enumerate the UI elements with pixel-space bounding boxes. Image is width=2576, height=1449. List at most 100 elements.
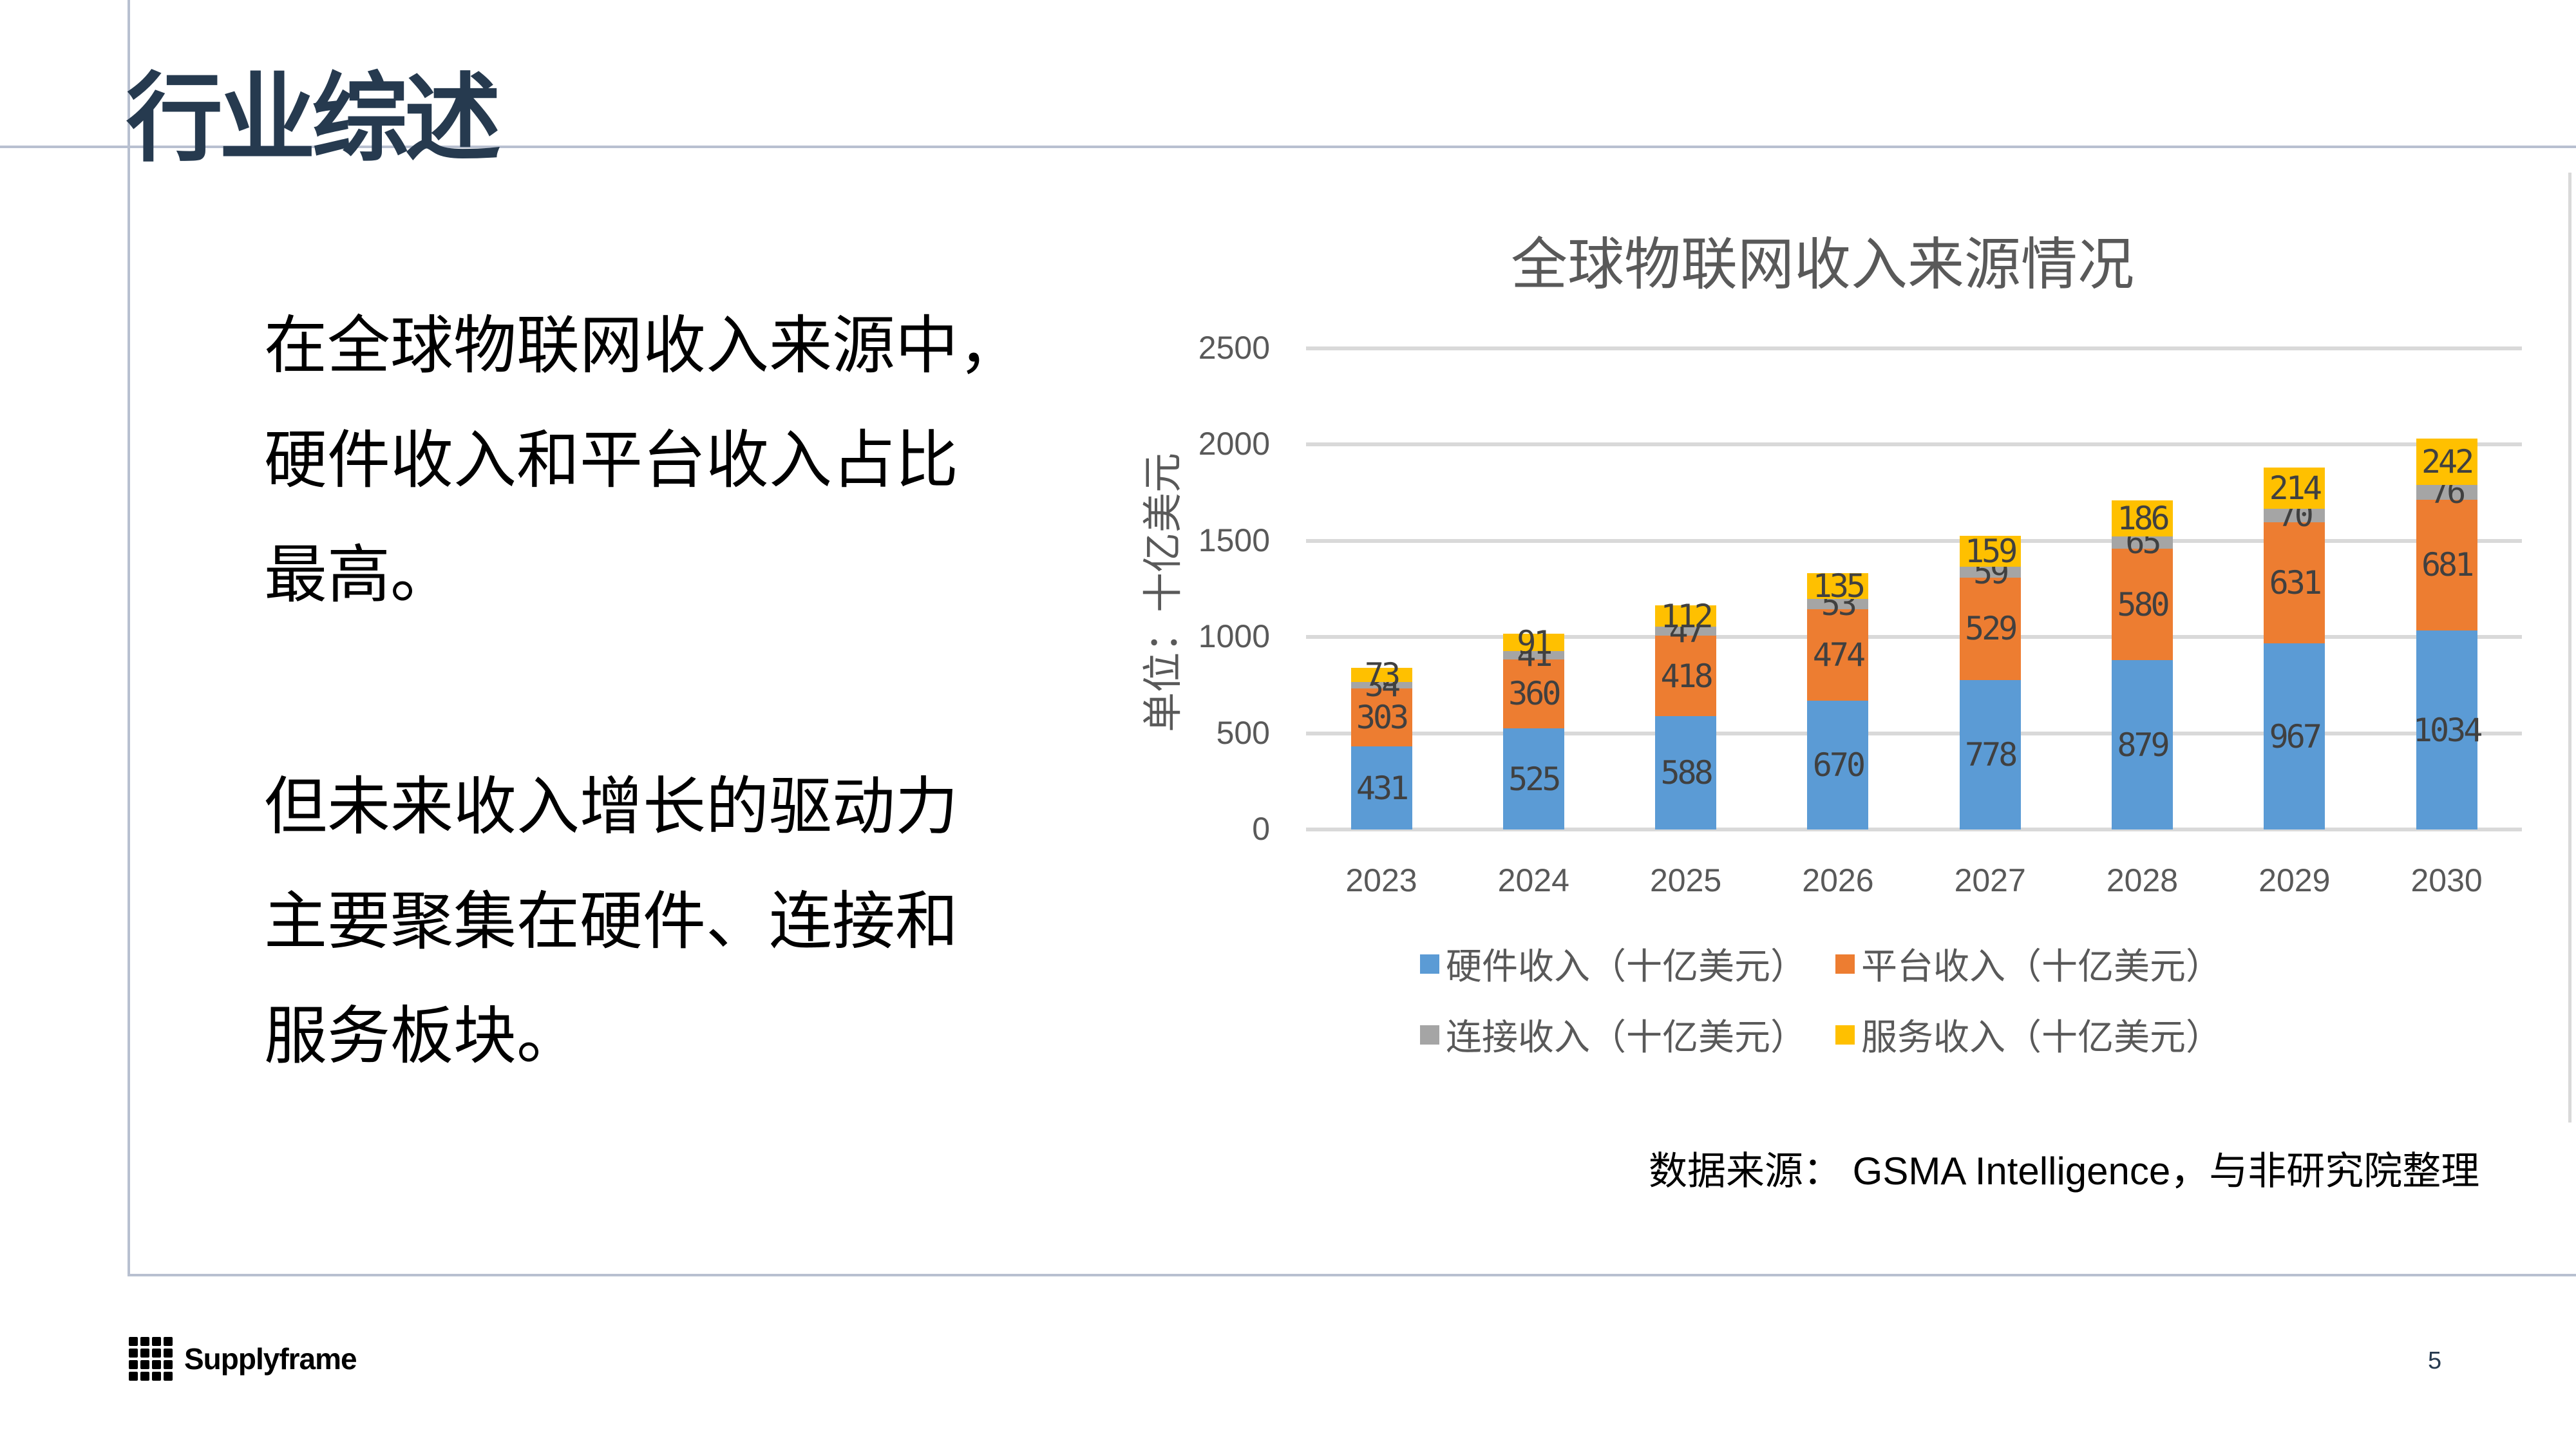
bar-segment: 529 xyxy=(1959,578,2021,680)
bar-segment: 879 xyxy=(2112,660,2173,829)
data-label: 474 xyxy=(1812,636,1866,674)
data-label: 431 xyxy=(1356,769,1409,807)
bar-segment: 681 xyxy=(2416,499,2477,631)
data-label: 159 xyxy=(1965,533,2018,571)
x-tick-label: 2024 xyxy=(1497,862,1569,898)
bar-segment: 778 xyxy=(1959,679,2021,829)
data-label: 418 xyxy=(1660,657,1713,695)
y-tick-label: 0 xyxy=(1252,811,1270,847)
bar-segment: 474 xyxy=(1807,609,1869,701)
page-title: 行业综述 xyxy=(126,63,501,175)
legend-item: 服务收入（十亿美元） xyxy=(1835,1009,2222,1061)
body-line: 在全球物联网收入来源中， xyxy=(264,309,1022,383)
bar-segment: 670 xyxy=(1807,700,1869,829)
data-label: 73 xyxy=(1364,656,1401,694)
bar-segment: 360 xyxy=(1502,659,1564,729)
data-label: 588 xyxy=(1660,754,1713,792)
data-label: 112 xyxy=(1660,597,1713,635)
data-label: 681 xyxy=(2421,546,2474,584)
supplyframe-grid-logo-icon xyxy=(126,1334,175,1383)
data-label: 879 xyxy=(2117,726,2170,764)
data-label: 186 xyxy=(2117,499,2170,537)
title-underline xyxy=(0,146,2576,148)
body-line: 主要聚集在硬件、连接和 xyxy=(264,885,959,958)
body-line: 但未来收入增长的驱动力 xyxy=(264,770,959,844)
bar-segment: 418 xyxy=(1655,636,1717,717)
data-label: 580 xyxy=(2117,585,2170,623)
bar-segment: 112 xyxy=(1655,598,1717,635)
data-label: 631 xyxy=(2269,564,2322,601)
supplyframe-logo: Supplyframe xyxy=(126,1334,357,1383)
data-label: 778 xyxy=(1965,735,2018,773)
legend-swatch-icon xyxy=(1835,954,1855,974)
legend-swatch-icon xyxy=(1420,954,1439,974)
chart-title: 全球物联网收入来源情况 xyxy=(1510,231,2134,298)
x-tick-label: 2030 xyxy=(2410,862,2483,898)
legend-item: 平台收入（十亿美元） xyxy=(1835,938,2222,990)
data-label: 360 xyxy=(1508,675,1561,713)
x-tick-label: 2028 xyxy=(2106,862,2179,898)
bar-segment: 214 xyxy=(2264,467,2325,509)
y-tick-label: 2000 xyxy=(1198,426,1270,462)
bar-segment: 525 xyxy=(1502,728,1564,829)
legend-item: 硬件收入（十亿美元） xyxy=(1420,938,1806,990)
body-line: 硬件收入和平台收入占比 xyxy=(264,424,959,497)
data-label: 525 xyxy=(1508,760,1561,798)
legend-label: 硬件收入（十亿美元） xyxy=(1446,946,1806,988)
x-tick-label: 2025 xyxy=(1649,862,1722,898)
legend-label: 平台收入（十亿美元） xyxy=(1861,946,2222,988)
bar-segment: 76 xyxy=(2416,473,2477,511)
data-label: 91 xyxy=(1517,623,1553,661)
bar-segment: 967 xyxy=(2264,643,2325,829)
data-label: 242 xyxy=(2421,442,2474,480)
bar-segment: 580 xyxy=(2112,549,2173,661)
x-tick-label: 2029 xyxy=(2259,862,2331,898)
y-tick-label: 500 xyxy=(1216,714,1270,751)
legend-label: 服务收入（十亿美元） xyxy=(1861,1017,2222,1059)
bar-segment: 65 xyxy=(2112,524,2173,561)
bar-segment: 159 xyxy=(1959,533,2021,571)
logo-text: Supplyframe xyxy=(184,1342,357,1376)
bar-segment: 242 xyxy=(2416,438,2477,485)
bar-segment: 186 xyxy=(2112,499,2173,537)
legend-swatch-icon xyxy=(1835,1025,1855,1045)
page-number: 5 xyxy=(2428,1347,2442,1374)
gridline xyxy=(1306,538,2522,543)
data-label: 303 xyxy=(1356,698,1409,736)
bar-segment: 135 xyxy=(1807,567,1869,605)
y-axis-label: 单位：十亿美元 xyxy=(1139,452,1186,733)
x-tick-label: 2026 xyxy=(1802,862,1874,898)
legend-item: 连接收入（十亿美元） xyxy=(1420,1009,1806,1061)
legend-swatch-icon xyxy=(1420,1025,1439,1045)
body-line: 最高。 xyxy=(264,538,454,612)
bar-segment: 431 xyxy=(1350,746,1412,829)
data-label: 135 xyxy=(1812,567,1866,605)
gridline xyxy=(1306,731,2522,735)
gridline xyxy=(1306,635,2522,639)
y-tick-label: 1000 xyxy=(1198,618,1270,655)
bar-segment: 73 xyxy=(1350,656,1412,694)
data-label: 1034 xyxy=(2412,711,2483,749)
bar-segment: 588 xyxy=(1655,716,1717,829)
bar-segment: 1034 xyxy=(2412,630,2483,829)
x-tick-label: 2023 xyxy=(1345,862,1417,898)
data-label: 214 xyxy=(2269,469,2322,507)
legend-label: 连接收入（十亿美元） xyxy=(1446,1017,1806,1059)
bar-segment: 91 xyxy=(1502,624,1564,661)
y-tick-label: 1500 xyxy=(1198,522,1270,558)
y-tick-label: 2500 xyxy=(1198,330,1270,366)
source-note: 数据来源： GSMA Intelligence，与非研究院整理 xyxy=(1649,1150,2480,1193)
data-label: 967 xyxy=(2269,717,2322,755)
gridline xyxy=(1306,442,2522,447)
bar-segment: 631 xyxy=(2264,522,2325,644)
gridline xyxy=(1306,828,2522,831)
bar-segment: 303 xyxy=(1350,688,1412,747)
adjacent-panel-edge xyxy=(2568,173,2576,1122)
gridline xyxy=(1306,346,2522,350)
data-label: 670 xyxy=(1812,746,1866,784)
data-label: 529 xyxy=(1965,610,2018,648)
body-line: 服务板块。 xyxy=(264,999,580,1073)
left-frame-line xyxy=(128,0,130,1276)
bar-segment: 70 xyxy=(2264,497,2325,534)
x-tick-label: 2027 xyxy=(1954,862,2026,898)
